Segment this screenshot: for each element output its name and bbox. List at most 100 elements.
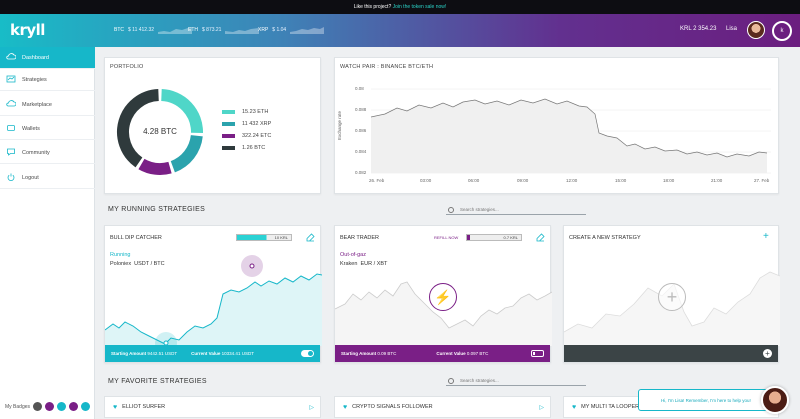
donut-slice[interactable] bbox=[138, 158, 172, 175]
badges-label: My Badges bbox=[5, 403, 31, 410]
assistant-avatar[interactable] bbox=[761, 386, 789, 414]
sidebar-item-community[interactable]: Community bbox=[0, 142, 95, 164]
heart-icon[interactable]: ♥ bbox=[572, 403, 577, 411]
legend-label: 322.24 ETC bbox=[242, 133, 272, 139]
ticker-xrp: XRP $ 1.04 bbox=[258, 26, 325, 34]
ticker-symbol: ETH bbox=[188, 27, 198, 33]
lightning-icon[interactable]: ⚡ bbox=[429, 283, 457, 311]
strategy-toggle[interactable] bbox=[301, 350, 314, 357]
starting-amount-label: Starting Amount bbox=[341, 351, 377, 356]
badge-icon[interactable] bbox=[33, 402, 43, 411]
cloud-icon bbox=[0, 52, 22, 64]
legend-item: 15.23 ETH bbox=[222, 109, 268, 115]
battery-icon bbox=[531, 350, 544, 357]
portfolio-donut bbox=[117, 89, 203, 175]
sidebar-item-marketplace[interactable]: Marketplace bbox=[0, 94, 95, 116]
legend-item: 322.24 ETC bbox=[222, 133, 271, 139]
sidebar-item-dashboard[interactable]: Dashboard bbox=[0, 47, 95, 69]
x-tick: 27. Feb bbox=[754, 178, 770, 183]
exchange-name: Kraken bbox=[340, 261, 358, 267]
sidebar-item-strategies[interactable]: Strategies bbox=[0, 69, 95, 91]
edit-icon[interactable] bbox=[536, 233, 545, 242]
heart-icon[interactable]: ♥ bbox=[113, 403, 118, 411]
ticker-symbol: XRP bbox=[258, 27, 269, 33]
ticker-sparkline bbox=[225, 28, 260, 34]
strategy-search-input[interactable]: Search strategies... bbox=[446, 205, 586, 215]
strategy-exchange: Kraken EUR / XBT bbox=[340, 261, 387, 267]
watch-pair-chart bbox=[370, 88, 771, 174]
sidebar: Dashboard Strategies Marketplace Wallets… bbox=[0, 47, 95, 419]
heart-icon[interactable]: ♥ bbox=[343, 403, 348, 411]
favorite-strategies-title: MY FAVORITE STRATEGIES bbox=[108, 378, 207, 385]
sidebar-item-label: Marketplace bbox=[22, 101, 52, 108]
portfolio-title: PORTFOLIO bbox=[110, 64, 144, 70]
badge-icon[interactable] bbox=[57, 402, 67, 411]
strategy-name: BEAR TRADER bbox=[340, 235, 380, 241]
kryll-logo[interactable]: kryll bbox=[10, 21, 45, 39]
user-avatar[interactable] bbox=[747, 21, 765, 39]
badge-icon[interactable] bbox=[45, 402, 55, 411]
x-tick: 03:00 bbox=[420, 178, 432, 183]
add-strategy-icon[interactable]: + bbox=[763, 231, 769, 242]
current-value-label: Current Value bbox=[191, 351, 221, 356]
y-tick: 0.088 bbox=[355, 107, 367, 112]
x-tick: 12:00 bbox=[566, 178, 578, 183]
kryll-menu-button[interactable]: k bbox=[772, 21, 792, 41]
edit-icon[interactable] bbox=[306, 233, 315, 242]
buy-marker[interactable] bbox=[155, 332, 177, 346]
create-strategy-footer: + bbox=[564, 345, 778, 362]
price-line bbox=[370, 98, 768, 158]
y-tick: 0.086 bbox=[355, 128, 367, 133]
portfolio-total: 4.28 BTC bbox=[143, 127, 177, 136]
community-icon bbox=[0, 147, 22, 159]
create-strategy-title: CREATE A NEW STRATEGY bbox=[569, 235, 641, 241]
ticker-value: $ 873.21 bbox=[202, 27, 222, 33]
power-icon bbox=[0, 172, 22, 184]
current-value-value: 10334.41 USDT bbox=[221, 351, 254, 356]
create-strategy-card[interactable]: CREATE A NEW STRATEGY + + + bbox=[563, 225, 780, 363]
ticker-sparkline bbox=[158, 27, 193, 34]
x-tick: 15:00 bbox=[615, 178, 627, 183]
sidebar-item-logout[interactable]: Logout bbox=[0, 167, 95, 189]
strategy-card-bear-trader[interactable]: BEAR TRADER REFILL NOW 0.7 KRL Out-of-ga… bbox=[334, 225, 552, 363]
sidebar-item-label: Strategies bbox=[22, 76, 47, 83]
user-name[interactable]: Lisa bbox=[726, 26, 738, 32]
badge-icon[interactable] bbox=[81, 402, 91, 411]
donut-slice[interactable] bbox=[117, 89, 160, 168]
sidebar-item-label: Wallets bbox=[22, 125, 40, 132]
legend-swatch bbox=[222, 110, 235, 114]
add-circle-icon[interactable]: + bbox=[763, 349, 772, 358]
legend-swatch bbox=[222, 146, 235, 150]
exchange-name: Poloniex bbox=[110, 261, 132, 267]
trading-pair: USDT / BTC bbox=[134, 261, 165, 267]
token-sale-link[interactable]: Join the token sale now! bbox=[392, 4, 447, 10]
ticker-eth: ETH $ 873.21 bbox=[188, 26, 260, 34]
favorite-search-input[interactable]: Search strategies... bbox=[446, 376, 586, 386]
current-value-label: Current Value bbox=[436, 351, 466, 356]
x-tick: 26. Feb bbox=[369, 178, 385, 183]
promo-text: Like this project? bbox=[353, 4, 392, 10]
watch-pair-card: WATCH PAIR : BINANCE BTC/ETH Exchange ra… bbox=[334, 57, 779, 194]
donut-slice[interactable] bbox=[160, 89, 203, 134]
ticker-sparkline bbox=[290, 27, 325, 34]
badge-icon[interactable] bbox=[69, 402, 79, 411]
play-icon[interactable]: ▷ bbox=[309, 404, 314, 411]
legend-item: 1.26 BTC bbox=[222, 145, 265, 151]
play-icon[interactable]: ▷ bbox=[539, 404, 544, 411]
strategy-name: BULL DIP CATCHER bbox=[110, 235, 162, 241]
x-tick: 21:00 bbox=[711, 178, 723, 183]
refill-now-link[interactable]: REFILL NOW bbox=[434, 235, 459, 240]
strategy-footer: Starting Amount 0.09 BTC Current Value 0… bbox=[335, 345, 550, 362]
sidebar-item-wallets[interactable]: Wallets bbox=[0, 118, 95, 140]
y-tick: 0.082 bbox=[355, 170, 367, 175]
favorite-item[interactable]: ♥ ELLIOT SURFER ▷ bbox=[104, 396, 321, 418]
starting-amount-value: 9442.51 USDT bbox=[147, 351, 178, 356]
strategy-card-bull-dip[interactable]: BULL DIP CATCHER 10 KRL Running Poloniex… bbox=[104, 225, 322, 363]
chat-bubble[interactable]: Hi, I'm Lisa! Remember, I'm here to help… bbox=[638, 389, 768, 411]
legend-swatch bbox=[222, 134, 235, 138]
legend-label: 11 432 XRP bbox=[242, 121, 272, 127]
plus-circle-icon[interactable]: + bbox=[658, 283, 686, 311]
header: kryll BTC $ 11 412.32 ETH $ 873.21 XRP $… bbox=[0, 14, 800, 47]
donut-slice[interactable] bbox=[170, 134, 203, 173]
favorite-item[interactable]: ♥ CRYPTO SIGNALS FOLLOWER ▷ bbox=[334, 396, 551, 418]
